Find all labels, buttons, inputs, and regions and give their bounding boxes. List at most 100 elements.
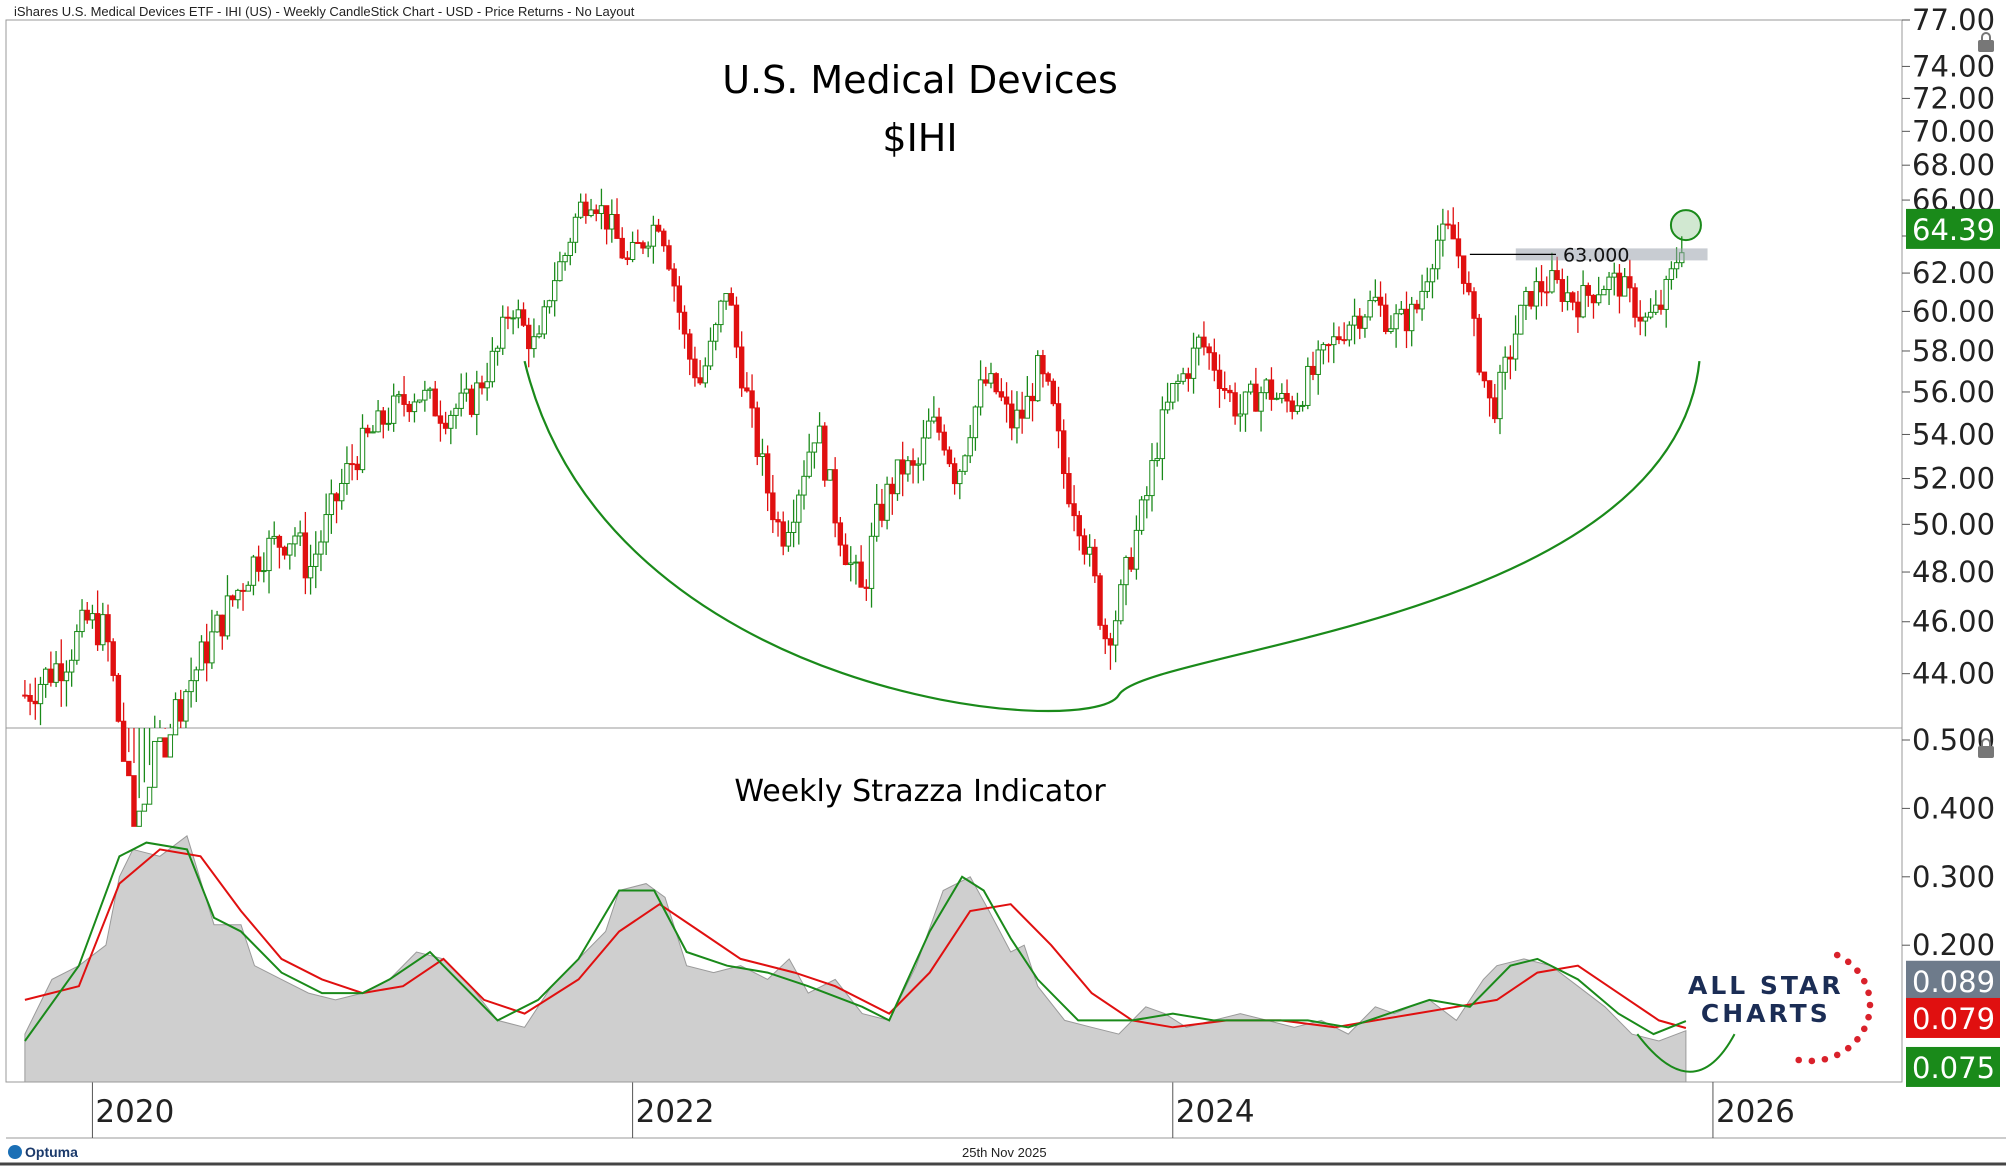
candle-body — [1538, 281, 1545, 293]
candle-body — [770, 492, 776, 521]
candle-body — [458, 392, 464, 409]
candle-body — [162, 737, 168, 758]
star-dot — [1865, 1013, 1872, 1021]
candle-body — [1190, 347, 1197, 379]
candle-body — [1289, 400, 1295, 412]
candle-body — [1673, 262, 1680, 270]
candle-body — [375, 410, 381, 433]
candle-body — [1408, 303, 1415, 332]
lock-icon[interactable] — [1978, 738, 1994, 758]
indicator-tick-label: 0.300 — [1912, 860, 1995, 894]
slow-value-label: 0.079 — [1912, 1002, 1995, 1036]
candle-body — [749, 390, 755, 409]
price-overlays: 63.000 — [523, 209, 1708, 713]
candle-body — [1076, 515, 1082, 537]
candle-body — [609, 213, 615, 230]
candle-body — [1273, 397, 1280, 400]
candle-body — [541, 306, 548, 335]
candle-body — [318, 541, 324, 555]
candle-body — [1180, 373, 1186, 382]
last-price-label-bg — [1906, 208, 2000, 249]
candle-body — [276, 535, 283, 548]
optuma-icon — [8, 1145, 22, 1159]
candle-body — [396, 394, 402, 397]
candle-body — [1227, 389, 1233, 394]
candle-body — [676, 285, 683, 313]
indicator-trough-curve — [1636, 1033, 1736, 1073]
candle-body — [1554, 270, 1560, 281]
lock-icon[interactable] — [1978, 32, 1994, 52]
candle-body — [941, 431, 947, 451]
candle-body — [157, 737, 163, 742]
candle-body — [1341, 339, 1347, 342]
candle-body — [188, 680, 194, 693]
date-tick-label: 2020 — [95, 1094, 174, 1130]
candle-body — [1029, 395, 1036, 402]
candle-body — [198, 641, 205, 671]
price-tick-label: 60.00 — [1912, 294, 1995, 328]
candle-body — [562, 255, 568, 263]
candle-body — [1663, 278, 1669, 310]
candle-body — [266, 537, 272, 572]
candle-body — [178, 699, 184, 722]
candle-body — [453, 407, 459, 416]
candle-body — [848, 562, 854, 566]
candle-body — [1528, 291, 1534, 307]
candle-body — [1544, 291, 1550, 294]
candle-body — [889, 483, 895, 495]
fast-value-label: 0.075 — [1912, 1051, 1995, 1085]
resistance-zone — [1515, 248, 1708, 261]
candle-body — [401, 394, 407, 405]
candle-body — [723, 293, 729, 302]
candle-body — [1164, 401, 1171, 411]
star-dot — [1844, 958, 1852, 966]
candle-body — [1476, 317, 1482, 373]
candle-body — [614, 213, 620, 239]
candle-body — [931, 416, 937, 422]
candle-body — [1320, 344, 1327, 351]
candle-body — [1466, 282, 1472, 293]
strazza-value-label: 0.089 — [1912, 965, 1995, 999]
candle-body — [1668, 268, 1675, 280]
candle-body — [1232, 392, 1238, 417]
candle-body — [94, 613, 101, 646]
candle-body — [297, 532, 303, 537]
candle-body — [733, 304, 740, 348]
candle-body — [1253, 383, 1259, 412]
candle-body — [437, 415, 444, 424]
brand-line-2: CHARTS — [1700, 999, 1831, 1028]
candle-body — [1310, 365, 1316, 375]
candle-body — [365, 427, 371, 434]
candle-body — [1559, 279, 1566, 302]
candle-body — [219, 614, 225, 637]
candle-body — [998, 391, 1005, 398]
candle-body — [167, 734, 174, 758]
candle-body — [1258, 392, 1264, 412]
candle-body — [193, 669, 200, 682]
candle-body — [822, 425, 828, 481]
candle-body — [370, 431, 376, 434]
price-tick-label: 48.00 — [1912, 555, 1995, 589]
candle-body — [203, 641, 210, 664]
candle-body — [1299, 404, 1306, 407]
candle-body — [905, 460, 911, 475]
candle-body — [463, 388, 470, 394]
candle-body — [1377, 296, 1384, 306]
price-tick-label: 52.00 — [1912, 462, 1995, 496]
candle-body — [1211, 352, 1218, 371]
candle-body — [1549, 270, 1555, 293]
candle-body — [1154, 458, 1160, 462]
candle-body — [1590, 294, 1597, 304]
candle-body — [110, 641, 116, 676]
candle-body — [1284, 392, 1290, 402]
candle-body — [1492, 397, 1498, 420]
candle-body — [1440, 223, 1446, 241]
candle-body — [1486, 380, 1493, 399]
candle-body — [842, 544, 849, 566]
chart-header: iShares U.S. Medical Devices ETF - IHI (… — [14, 4, 635, 19]
star-dot — [1833, 951, 1841, 959]
candle-body — [988, 373, 994, 384]
candle-body — [1050, 380, 1057, 405]
candle-body — [1429, 268, 1436, 283]
